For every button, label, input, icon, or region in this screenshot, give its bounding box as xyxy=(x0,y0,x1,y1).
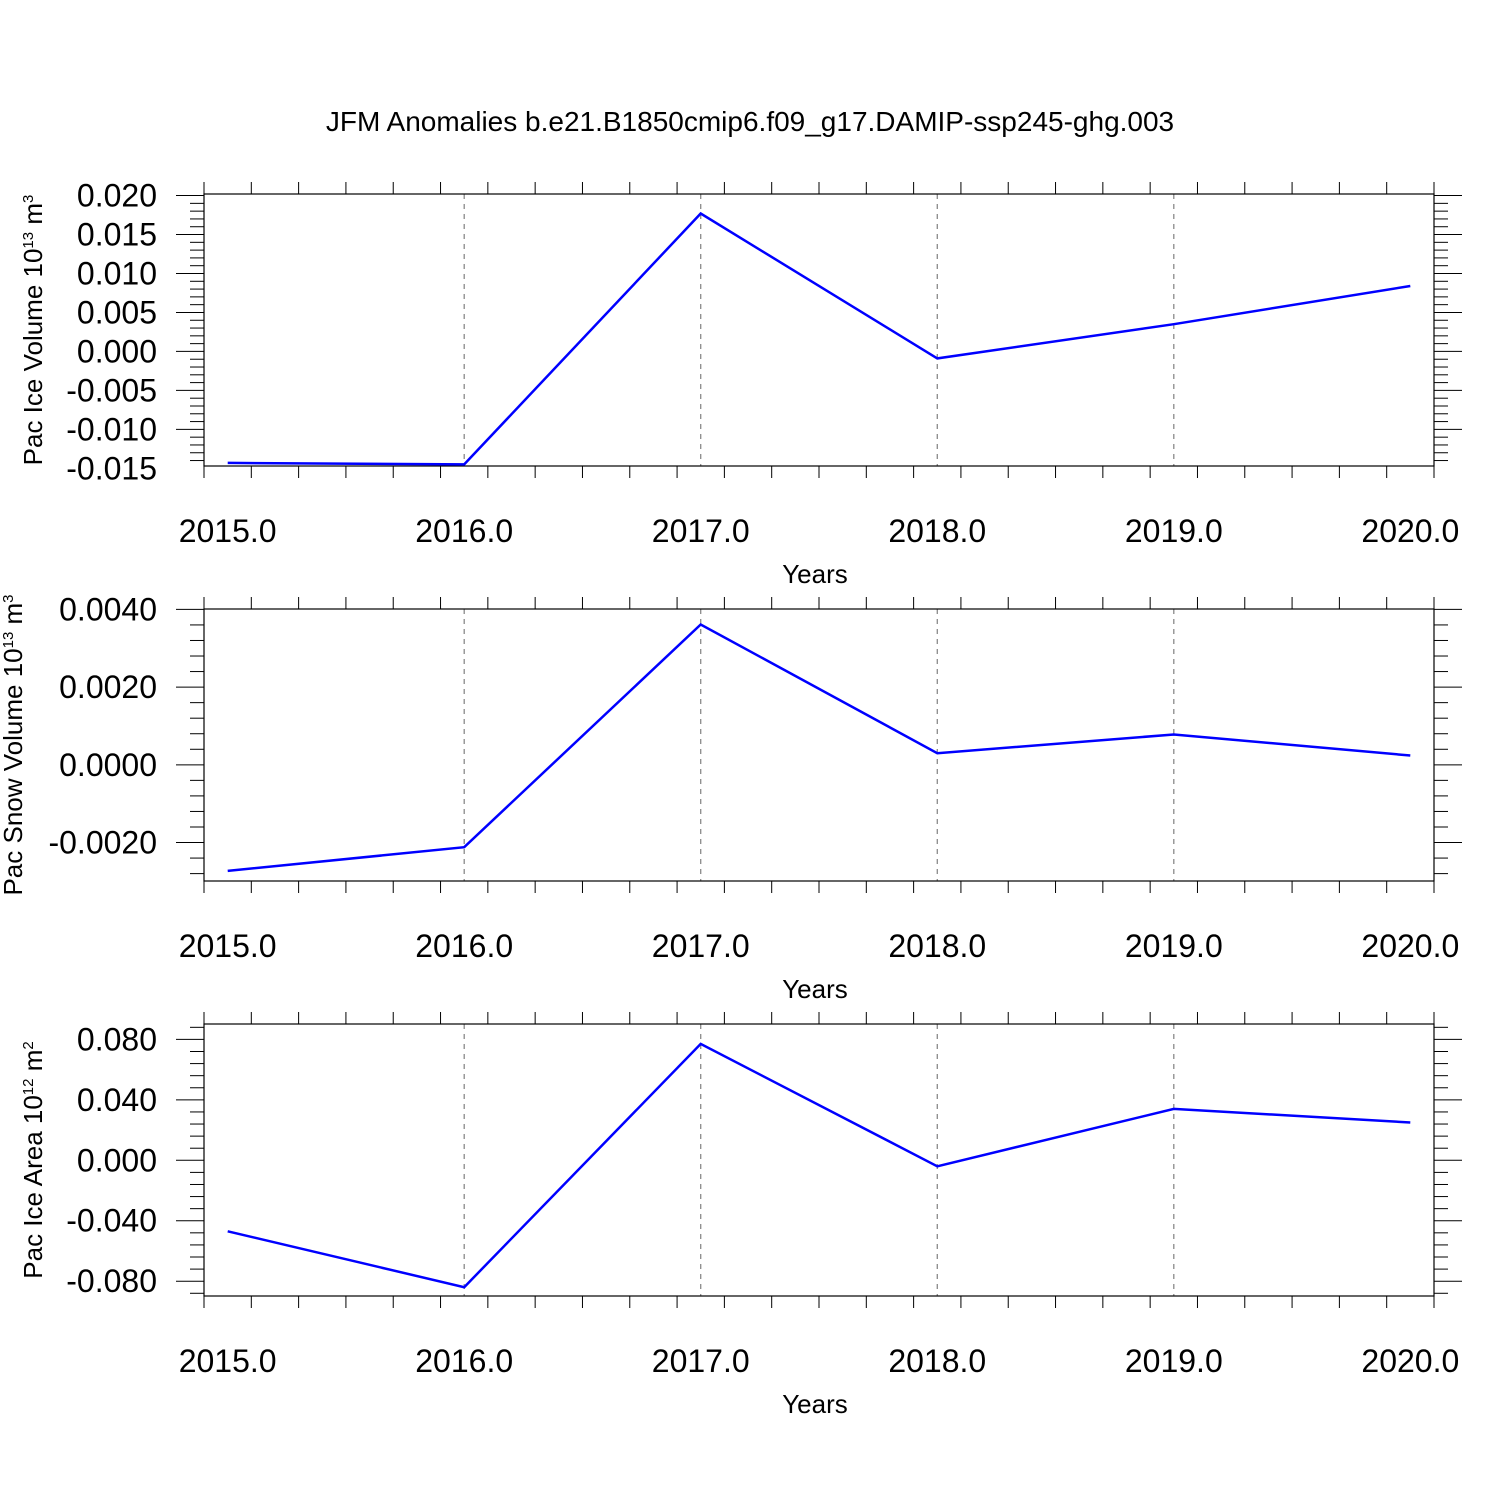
y-axis-label-part: m xyxy=(18,1050,48,1079)
y-tick-label: 0.080 xyxy=(77,1021,157,1057)
y-axis-label-superscript: 13 xyxy=(0,632,17,649)
series-line-1 xyxy=(227,211,1411,466)
y-tick-label: 0.0000 xyxy=(59,747,157,783)
figure-title: JFM Anomalies b.e21.B1850cmip6.f09_g17.D… xyxy=(326,106,1174,137)
chart-panel-2: 0.0040 0.0020 0.0000 -0.0020 2015.0 2016.0 201… xyxy=(0,591,1462,1004)
x-tick-label: 2020.0 xyxy=(1361,928,1459,964)
y-axis-label-superscript: 13 xyxy=(20,232,37,249)
y-tick-label: 0.0040 xyxy=(59,591,157,627)
series-line-1 xyxy=(227,1042,1411,1289)
x-tick-label: 2015.0 xyxy=(179,928,277,964)
y-axis-label-part: m xyxy=(18,203,48,232)
x-tick-label: 2017.0 xyxy=(652,1343,750,1379)
y-axis-label-part: m xyxy=(0,603,28,632)
x-tick-label: 2019.0 xyxy=(1125,1343,1223,1379)
y-axis-label-part: Pac Snow Volume 10 xyxy=(0,648,28,895)
x-axis-label: Years xyxy=(782,974,848,1004)
y-tick-label: 0.040 xyxy=(77,1082,157,1118)
x-tick-label: 2016.0 xyxy=(415,513,513,549)
x-tick-label: 2020.0 xyxy=(1361,1343,1459,1379)
y-axis-label: Pac Ice Area 1012 m2 xyxy=(18,1041,48,1278)
x-tick-label: 2017.0 xyxy=(652,513,750,549)
y-axis-label-part: Pac Ice Area 10 xyxy=(18,1095,48,1279)
chart-panel-1: 0.0200.0150.0100.0050.000-0.005-0.010-0.… xyxy=(18,178,1462,589)
y-axis-label-part: Pac Ice Volume 10 xyxy=(18,249,48,466)
x-tick-label: 2019.0 xyxy=(1125,513,1223,549)
x-axis-label: Years xyxy=(782,559,848,589)
x-tick-label: 2019.0 xyxy=(1125,928,1223,964)
y-tick-label: -0.0020 xyxy=(48,825,157,861)
x-tick-label: 2020.0 xyxy=(1361,513,1459,549)
y-tick-label: 0.010 xyxy=(77,255,157,291)
y-axis-label: Pac Ice Volume 1013 m3 xyxy=(18,195,48,466)
x-tick-label: 2018.0 xyxy=(888,1343,986,1379)
panels: 0.0200.0150.0100.0050.000-0.005-0.010-0.… xyxy=(0,178,1462,1419)
y-axis-label-superscript: 2 xyxy=(20,1041,37,1049)
x-tick-label: 2015.0 xyxy=(179,513,277,549)
y-tick-label: 0.0020 xyxy=(59,669,157,705)
x-tick-label: 2017.0 xyxy=(652,928,750,964)
series-line-1 xyxy=(227,622,1411,873)
x-tick-label: 2018.0 xyxy=(888,513,986,549)
y-tick-label: 0.005 xyxy=(77,294,157,330)
y-tick-label: -0.010 xyxy=(66,411,157,447)
y-tick-label: 0.015 xyxy=(77,217,157,253)
y-axis-label: Pac Snow Volume 1013 m3 xyxy=(0,594,28,895)
x-axis-label: Years xyxy=(782,1389,848,1419)
y-axis-label-superscript: 3 xyxy=(0,594,17,602)
y-tick-label: -0.015 xyxy=(66,450,157,486)
chart-panel-3: 0.080 0.040 0.000 -0.040 -0.080 2015.0 2016.0 2… xyxy=(18,1012,1462,1419)
x-tick-label: 2016.0 xyxy=(415,1343,513,1379)
y-tick-label: -0.080 xyxy=(66,1263,157,1299)
x-tick-label: 2015.0 xyxy=(179,1343,277,1379)
y-axis-label-superscript: 3 xyxy=(20,195,37,203)
y-tick-label: -0.040 xyxy=(66,1203,157,1239)
y-tick-label: -0.005 xyxy=(66,372,157,408)
y-axis-label-superscript: 12 xyxy=(20,1078,37,1095)
y-tick-label: 0.000 xyxy=(77,1142,157,1178)
x-tick-label: 2018.0 xyxy=(888,928,986,964)
y-tick-label: 0.020 xyxy=(77,178,157,214)
x-tick-label: 2016.0 xyxy=(415,928,513,964)
y-tick-label: 0.000 xyxy=(77,333,157,369)
